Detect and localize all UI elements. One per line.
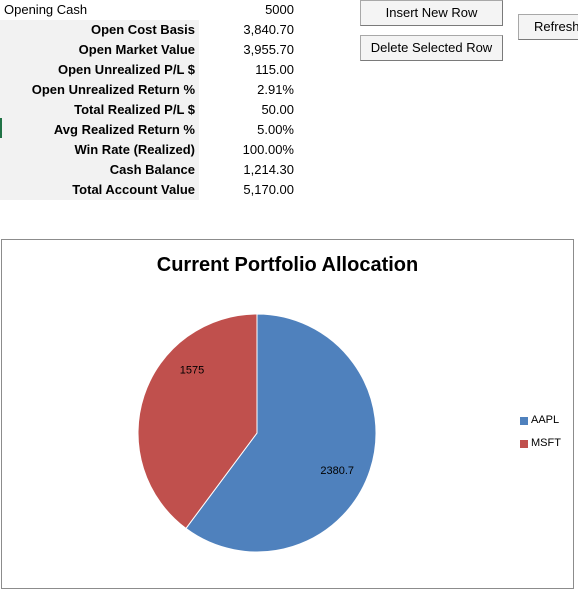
total-account-value-label: Total Account Value (72, 182, 195, 197)
label-cell: Win Rate (Realized) (0, 140, 199, 160)
summary-row: Win Rate (Realized) 100.00% (0, 140, 300, 160)
summary-row: Total Realized P/L $ 50.00 (0, 100, 300, 120)
total-account-value-value[interactable]: 5,170.00 (243, 182, 294, 197)
win-rate-label: Win Rate (Realized) (74, 142, 195, 157)
win-rate-value[interactable]: 100.00% (242, 142, 294, 157)
avg-realized-return-value[interactable]: 5.00% (257, 122, 294, 137)
portfolio-allocation-chart[interactable]: Current Portfolio Allocation 2380.7 1575 … (1, 239, 574, 589)
label-cell: Total Account Value (0, 180, 199, 200)
delete-selected-row-button[interactable]: Delete Selected Row (360, 35, 503, 61)
pie-chart: 2380.7 1575 (137, 313, 377, 553)
insert-new-row-button[interactable]: Insert New Row (360, 0, 503, 26)
legend-swatch-msft (520, 440, 528, 448)
open-market-value-label: Open Market Value (78, 42, 195, 57)
refresh-button[interactable]: Refresh (518, 14, 578, 40)
open-unrealized-pl-value[interactable]: 115.00 (255, 62, 294, 77)
label-cell: Open Cost Basis (0, 20, 199, 40)
summary-row: Total Account Value 5,170.00 (0, 180, 300, 200)
summary-row: Avg Realized Return % 5.00% (0, 120, 300, 140)
label-cell: Open Market Value (0, 40, 199, 60)
data-label-msft: 1575 (180, 365, 204, 377)
total-realized-pl-label: Total Realized P/L $ (74, 102, 195, 117)
opening-cash-row: Opening Cash 5000 (0, 0, 300, 20)
summary-row: Open Cost Basis 3,840.70 (0, 20, 300, 40)
open-cost-basis-label: Open Cost Basis (90, 22, 195, 37)
data-label-aapl: 2380.7 (320, 465, 354, 477)
summary-row: Open Unrealized P/L $ 115.00 (0, 60, 300, 80)
label-cell: Avg Realized Return % (0, 120, 199, 140)
legend-label-msft: MSFT (531, 437, 561, 449)
open-unrealized-return-value[interactable]: 2.91% (257, 82, 294, 97)
label-cell: Cash Balance (0, 160, 199, 180)
pie-slice-aapl[interactable] (185, 313, 377, 553)
label-cell: Open Unrealized Return % (0, 80, 199, 100)
label-cell: Total Realized P/L $ (0, 100, 199, 120)
legend-label-aapl: AAPL (531, 414, 560, 426)
opening-cash-label: Opening Cash (4, 2, 88, 17)
cash-balance-value[interactable]: 1,214.30 (243, 162, 294, 177)
total-realized-pl-value[interactable]: 50.00 (261, 102, 294, 117)
summary-row: Open Unrealized Return % 2.91% (0, 80, 300, 100)
pie-slice-msft[interactable] (137, 313, 258, 530)
open-market-value-value[interactable]: 3,955.70 (243, 42, 294, 57)
row-selection-marker (0, 118, 2, 138)
summary-row: Open Market Value 3,955.70 (0, 40, 300, 60)
summary-row: Cash Balance 1,214.30 (0, 160, 300, 180)
cash-balance-label: Cash Balance (109, 162, 195, 177)
open-unrealized-return-label: Open Unrealized Return % (31, 82, 195, 97)
open-unrealized-pl-label: Open Unrealized P/L $ (57, 62, 195, 77)
label-cell: Open Unrealized P/L $ (0, 60, 199, 80)
opening-cash-value[interactable]: 5000 (265, 2, 294, 17)
chart-title: Current Portfolio Allocation (156, 254, 419, 276)
open-cost-basis-value[interactable]: 3,840.70 (243, 22, 294, 37)
avg-realized-return-label: Avg Realized Return % (53, 122, 195, 137)
legend-swatch-aapl (520, 417, 528, 425)
